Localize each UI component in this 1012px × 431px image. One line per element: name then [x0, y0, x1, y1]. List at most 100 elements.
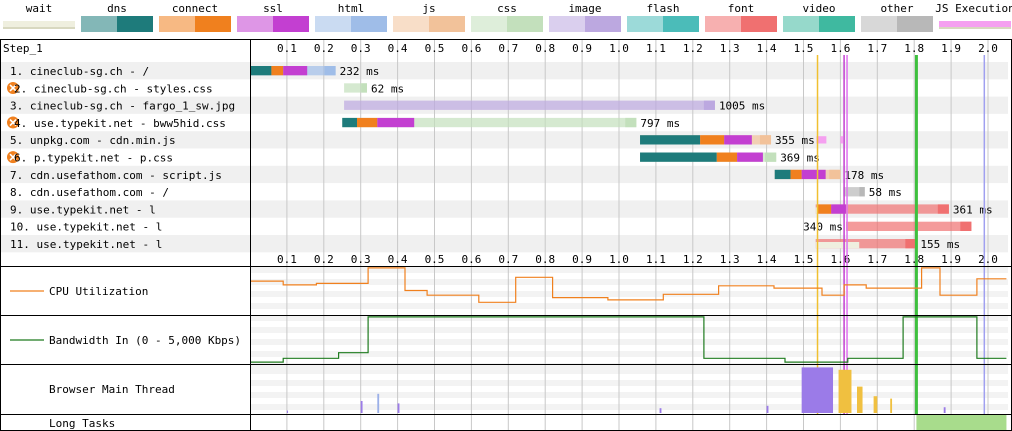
- request-label: 3. cineclub-sg.ch - fargo_1_sw.jpg: [10, 100, 235, 113]
- phase-dns: [774, 169, 791, 180]
- main-thread-activity: [360, 401, 363, 413]
- tick-label: 0.1: [277, 42, 297, 55]
- tick-label: 0.9: [572, 42, 592, 55]
- row-stripe: [1, 200, 1008, 218]
- tick-label: 0.7: [498, 42, 518, 55]
- request-bar: [344, 100, 715, 110]
- duration-label: 62 ms: [371, 82, 404, 95]
- tick-label: 0.3: [351, 42, 371, 55]
- cpu-line: [250, 267, 1007, 303]
- legend: wait dns connect ssl html js css image flash font…: [3, 2, 1012, 32]
- legend-swatch: [783, 16, 855, 32]
- tick-label: 0.6: [461, 253, 481, 266]
- request-label: 1. cineclub-sg.ch - /: [10, 65, 149, 78]
- main-thread-activity: [943, 407, 946, 413]
- row-stripe: [1, 165, 1008, 184]
- legend-label: JS Execution: [935, 2, 1012, 15]
- phase-ssl: [737, 152, 763, 162]
- legend-swatch: [471, 16, 543, 32]
- phase-connect: [271, 66, 284, 76]
- request-row: 5. unpkg.com - cdn.min.js 355 ms: [10, 134, 815, 147]
- main-thread-activity: [838, 369, 852, 413]
- chart-labels: Step_1 CPU Utilization Bandwidth In (0 -…: [3, 42, 241, 430]
- legend-label: ssl: [263, 2, 283, 15]
- tick-label: 2.0: [978, 42, 998, 55]
- legend-label: wait: [26, 2, 53, 15]
- tick-label: 1.8: [904, 42, 924, 55]
- legend-label: other: [880, 2, 913, 15]
- download-chunk: [625, 117, 637, 128]
- phase-ssl: [377, 117, 415, 128]
- request-bar: [344, 83, 367, 93]
- long-tasks-label: Long Tasks: [49, 417, 115, 430]
- duration-label: 361 ms: [953, 203, 993, 216]
- duration-label: 58 ms: [869, 186, 902, 199]
- legend-label: flash: [646, 2, 679, 15]
- legend-label: html: [338, 2, 365, 15]
- main-thread-activity: [377, 393, 380, 413]
- request-row: 7. cdn.usefathom.com - script.js 178 ms: [10, 169, 884, 182]
- legend-label: font: [728, 2, 755, 15]
- request-row: 9. use.typekit.net - l 361 ms: [10, 203, 993, 216]
- phase-dns: [342, 117, 358, 128]
- request-label: 11. use.typekit.net - l: [10, 238, 162, 251]
- step-label: Step_1: [3, 42, 43, 55]
- request-row: 1. cineclub-sg.ch - / 232 ms: [10, 65, 379, 78]
- request-bar: [815, 204, 949, 214]
- tick-label: 0.4: [388, 253, 408, 266]
- tick-label: 1.6: [830, 253, 850, 266]
- request-row: 2. cineclub-sg.ch - styles.css 62 ms: [7, 81, 404, 95]
- main-thread-activity: [857, 386, 863, 413]
- tick-label: 0.9: [572, 253, 592, 266]
- tick-label: 1.5: [794, 253, 814, 266]
- request-row: 4. use.typekit.net - bww5hid.css 797 ms: [7, 116, 680, 130]
- tick-label: 0.1: [277, 253, 297, 266]
- phase-ssl: [831, 204, 846, 214]
- phase-connect: [790, 169, 802, 180]
- duration-label: 340 ms: [803, 221, 843, 234]
- tick-label: 1.3: [720, 253, 740, 266]
- request-rows: 1. cineclub-sg.ch - / 232 ms 2. cineclub-…: [7, 65, 993, 251]
- phase-connect: [357, 117, 378, 128]
- request-row: 6. p.typekit.net - p.css 369 ms: [7, 151, 820, 165]
- tick-label: 1.1: [646, 253, 666, 266]
- phase-dns: [640, 152, 717, 162]
- tick-label: 0.4: [388, 42, 408, 55]
- main-thread-activity: [397, 403, 400, 413]
- warning-icon: [7, 151, 19, 164]
- phase-ssl: [283, 66, 308, 76]
- legend-swatch: [861, 16, 933, 32]
- timing-markers: [10, 55, 1007, 431]
- phase-connect: [817, 204, 832, 214]
- main-thread-label: Browser Main Thread: [49, 383, 175, 396]
- request-row: 10. use.typekit.net - l 340 ms: [10, 221, 972, 234]
- legend-swatch: [237, 16, 309, 32]
- duration-label: 155 ms: [920, 238, 960, 251]
- tick-label: 2.0: [978, 253, 998, 266]
- legend-swatch: [393, 16, 465, 32]
- warning-icon: [7, 116, 19, 129]
- legend-swatch: [705, 16, 777, 32]
- tick-label: 1.4: [757, 253, 777, 266]
- request-label: 6. p.typekit.net - p.css: [14, 152, 173, 165]
- download-chunk: [765, 152, 777, 162]
- bandwidth-line: [250, 316, 1007, 363]
- legend-label: video: [802, 2, 835, 15]
- legend-swatch: [81, 16, 153, 32]
- tick-label: 1.7: [867, 253, 887, 266]
- tick-label: 1.4: [757, 42, 777, 55]
- tick-label: 1.6: [830, 42, 850, 55]
- download-chunk: [759, 135, 772, 145]
- tick-label: 1.0: [609, 42, 629, 55]
- download-chunk: [937, 204, 949, 214]
- phase-ssl: [724, 135, 752, 145]
- request-bar: [845, 221, 972, 231]
- request-label: 9. use.typekit.net - l: [10, 203, 156, 216]
- request-label: 7. cdn.usefathom.com - script.js: [10, 169, 222, 182]
- legend-swatch: [315, 16, 387, 32]
- main-thread-activity: [890, 398, 893, 413]
- time-grid: 0.1 0.1 0.2 0.2 0.3 0.3 0.4 0.4 0.5 0.5 0.6 0.6 0.7 0…: [1, 40, 1008, 431]
- request-row: 3. cineclub-sg.ch - fargo_1_sw.jpg 1005 m…: [10, 100, 765, 113]
- tick-label: 0.5: [425, 42, 445, 55]
